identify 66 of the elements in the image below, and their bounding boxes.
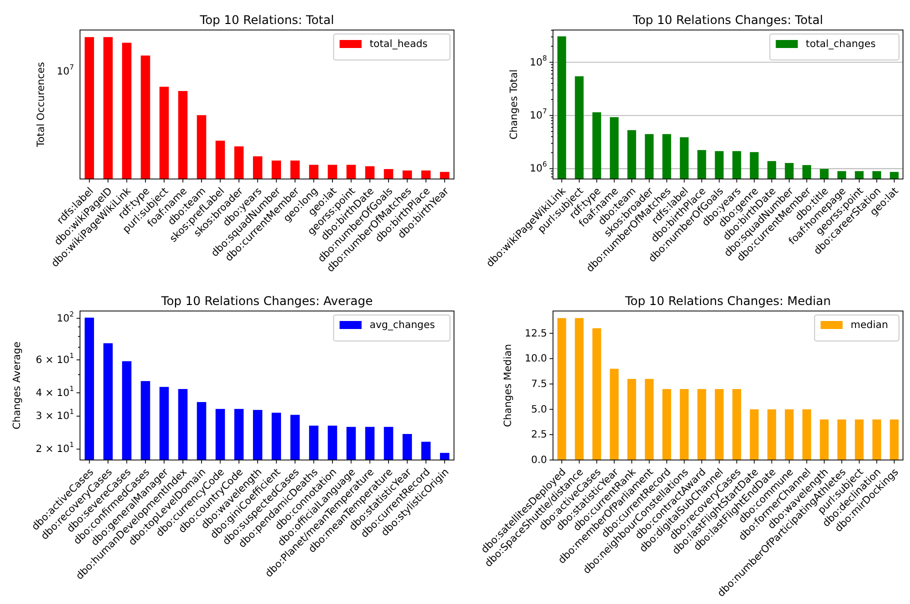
bar: [159, 86, 169, 179]
bar: [557, 318, 566, 460]
bar: [234, 146, 244, 179]
y-tick-label: 10$^{2}$: [56, 310, 74, 324]
bar: [627, 378, 636, 460]
y-tick-label: 5.0: [531, 404, 547, 415]
bar: [610, 368, 619, 460]
y-tick-label: 3 × 10$^{1}$: [36, 408, 74, 422]
bar: [784, 409, 794, 460]
legend-label: avg_changes: [370, 320, 436, 330]
chart-title: Top 10 Relations Changes: Median: [624, 294, 831, 308]
y-axis-title: Changes Total: [509, 69, 520, 140]
bar: [680, 389, 689, 460]
bar: [103, 37, 113, 179]
y-tick-label: 10$^{8}$: [530, 54, 547, 68]
y-tick-label: 10.0: [524, 353, 547, 364]
bar: [252, 156, 262, 179]
bar: [84, 37, 94, 179]
bar: [421, 170, 431, 179]
bar: [837, 419, 846, 460]
y-axis-title: Total Occurences: [36, 62, 47, 148]
y-tick-label: 7.5: [531, 378, 547, 390]
chart-title: Top 10 Relations Changes: Total: [632, 13, 824, 27]
bar: [820, 419, 829, 460]
chart-title: Top 10 Relations Changes: Average: [160, 294, 373, 308]
y-tick-label: 2 × 10$^{1}$: [36, 441, 74, 455]
bar: [732, 389, 742, 460]
bar: [750, 409, 759, 460]
bar: [122, 42, 132, 179]
bar: [309, 164, 318, 179]
legend-label: total_heads: [370, 38, 428, 50]
y-tick-label: 0.0: [531, 454, 547, 466]
y-tick-label: 10$^{7}$: [530, 107, 547, 121]
bar: [216, 140, 225, 179]
bar: [574, 318, 584, 460]
bar: [767, 409, 776, 460]
bar: [365, 166, 375, 179]
bar: [140, 56, 150, 179]
legend-label: total_changes: [806, 38, 876, 50]
bar: [697, 389, 706, 460]
chart-title: Top 10 Relations: Total: [198, 13, 334, 27]
legend-label: median: [850, 320, 888, 330]
bar: [440, 172, 450, 179]
bar: [644, 378, 654, 460]
bar: [854, 419, 864, 460]
bar: [402, 170, 412, 179]
bar: [890, 419, 899, 460]
bar: [662, 389, 672, 460]
y-tick-label: 6 × 10$^{1}$: [36, 352, 74, 366]
bar: [178, 91, 188, 179]
bar: [384, 169, 394, 179]
y-axis-title: Changes Average: [12, 342, 23, 430]
bar: [290, 160, 300, 179]
bar: [272, 160, 282, 179]
y-axis-title: Changes Median: [503, 344, 514, 428]
bar: [714, 389, 724, 460]
y-tick-label: 2.5: [531, 429, 547, 440]
bar: [346, 164, 356, 179]
bar: [802, 409, 812, 460]
bar: [592, 328, 602, 460]
bar: [196, 115, 206, 179]
bar: [328, 164, 338, 179]
y-tick-label: 4 × 10$^{1}$: [36, 384, 74, 398]
y-tick-label: 10$^{6}$: [530, 160, 548, 174]
bar: [872, 419, 882, 460]
y-tick-label: 12.5: [524, 328, 547, 339]
